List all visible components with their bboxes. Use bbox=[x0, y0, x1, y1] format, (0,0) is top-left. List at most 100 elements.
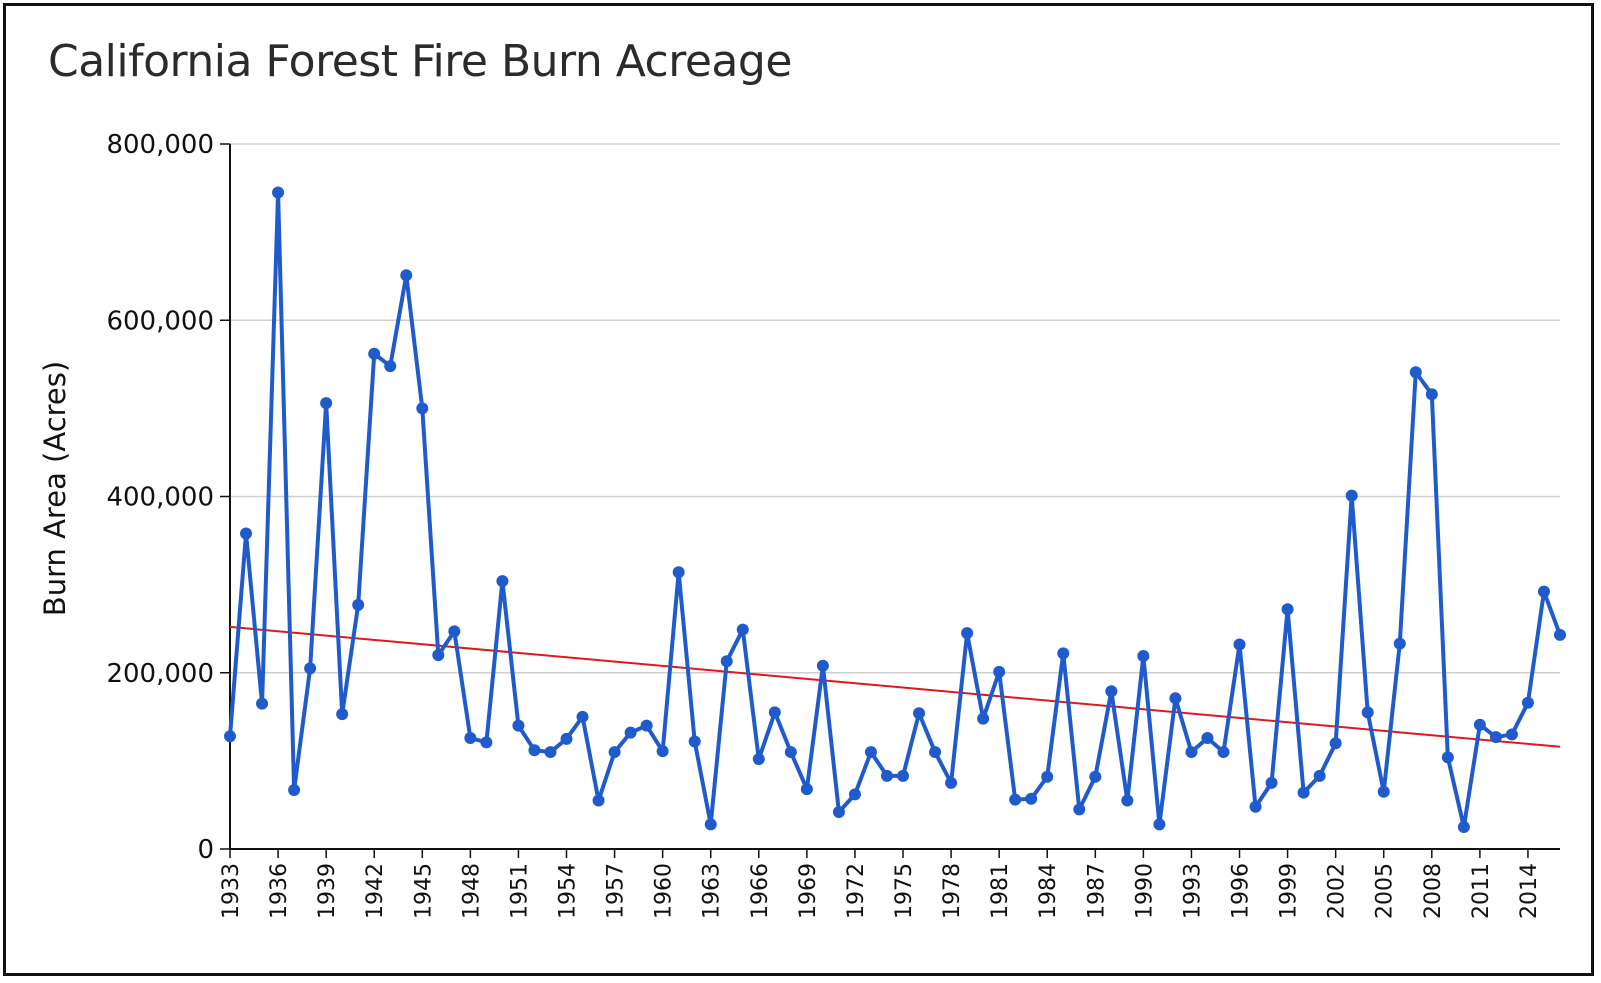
data-point bbox=[1201, 731, 1214, 744]
grid-lines bbox=[230, 143, 1560, 674]
data-point bbox=[1425, 388, 1438, 401]
x-tick-label: 1963 bbox=[700, 863, 725, 919]
data-point bbox=[1505, 728, 1518, 741]
data-point bbox=[1217, 746, 1230, 759]
x-tick-label: 2011 bbox=[1469, 863, 1494, 919]
data-point bbox=[224, 730, 236, 743]
data-point bbox=[288, 783, 301, 796]
x-tick-label: 1972 bbox=[844, 863, 869, 919]
data-point bbox=[1489, 731, 1502, 744]
x-tick-label: 1936 bbox=[267, 863, 292, 919]
x-tick-label: 1966 bbox=[748, 863, 773, 919]
data-point bbox=[977, 712, 990, 725]
y-tick-label: 800,000 bbox=[106, 130, 214, 160]
data-point bbox=[1554, 628, 1566, 641]
chart-title: California Forest Fire Burn Acreage bbox=[48, 36, 792, 87]
data-point bbox=[1073, 803, 1086, 816]
data-point bbox=[560, 732, 573, 745]
axis-labels: 0 200,000 400,000 600,000 800,000 1933 1936 193… bbox=[38, 130, 1542, 919]
data-point bbox=[1041, 770, 1054, 783]
data-point bbox=[1409, 366, 1422, 379]
data-point bbox=[1473, 718, 1486, 731]
x-tick-label: 1942 bbox=[363, 863, 388, 919]
y-tick-label: 400,000 bbox=[106, 483, 214, 513]
data-point bbox=[1089, 770, 1102, 783]
data-point bbox=[624, 726, 637, 739]
x-tick-label: 1981 bbox=[988, 863, 1013, 919]
data-point bbox=[832, 805, 845, 818]
data-point bbox=[304, 662, 317, 675]
data-point bbox=[256, 697, 269, 710]
data-point bbox=[1377, 785, 1390, 798]
x-tick-label: 2005 bbox=[1373, 863, 1398, 919]
data-point bbox=[752, 753, 765, 766]
data-point bbox=[945, 776, 958, 789]
x-tick-label: 1951 bbox=[507, 863, 532, 919]
data-point bbox=[913, 707, 926, 720]
data-point bbox=[240, 527, 253, 540]
data-point bbox=[688, 735, 701, 748]
data-point bbox=[800, 783, 813, 796]
x-tick-label: 1945 bbox=[411, 863, 436, 919]
data-point bbox=[1537, 585, 1550, 598]
data-point bbox=[1457, 820, 1470, 833]
data-point bbox=[352, 598, 365, 611]
x-tick-label: 1987 bbox=[1084, 863, 1109, 919]
data-point bbox=[897, 769, 910, 782]
data-point bbox=[1025, 792, 1038, 805]
data-point bbox=[929, 746, 942, 759]
data-point bbox=[592, 794, 605, 807]
data-point bbox=[1009, 793, 1022, 806]
data-point bbox=[993, 665, 1006, 678]
y-tick-label: 0 bbox=[197, 835, 214, 865]
data-point bbox=[464, 731, 477, 744]
x-tick-label: 1996 bbox=[1229, 863, 1254, 919]
data-point bbox=[1265, 776, 1278, 789]
data-point bbox=[736, 623, 749, 636]
data-point bbox=[656, 745, 669, 758]
data-point bbox=[480, 736, 493, 749]
data-point bbox=[720, 655, 733, 668]
data-point bbox=[496, 575, 509, 588]
data-point bbox=[448, 625, 461, 638]
x-tick-label: 2002 bbox=[1325, 863, 1350, 919]
data-point bbox=[400, 269, 413, 282]
data-series bbox=[224, 186, 1566, 833]
data-point bbox=[1313, 769, 1326, 782]
data-point bbox=[1153, 818, 1166, 831]
data-point bbox=[608, 746, 621, 759]
data-point bbox=[1521, 696, 1534, 709]
x-tick-label: 1990 bbox=[1132, 863, 1157, 919]
axes bbox=[220, 143, 1560, 858]
data-point bbox=[784, 746, 797, 759]
data-point bbox=[864, 746, 877, 759]
data-point bbox=[1057, 647, 1070, 660]
data-point bbox=[272, 186, 285, 199]
data-point bbox=[1169, 692, 1182, 705]
data-point bbox=[336, 708, 349, 721]
x-tick-label: 1975 bbox=[892, 863, 917, 919]
data-point bbox=[544, 746, 557, 759]
data-point bbox=[848, 788, 861, 801]
data-point bbox=[368, 347, 381, 360]
x-tick-label: 1948 bbox=[459, 863, 484, 919]
series-line bbox=[228, 190, 1562, 829]
data-point bbox=[512, 719, 525, 732]
data-point bbox=[576, 710, 589, 723]
y-axis-title: Burn Area (Acres) bbox=[38, 361, 72, 616]
trend-line-group bbox=[229, 625, 1561, 748]
x-tick-label: 1933 bbox=[219, 863, 244, 919]
x-tick-label: 2014 bbox=[1517, 863, 1542, 919]
x-tick-label: 1978 bbox=[940, 863, 965, 919]
data-point bbox=[1249, 800, 1262, 813]
x-tick-label: 2008 bbox=[1421, 863, 1446, 919]
data-point bbox=[1105, 685, 1118, 698]
x-tick-label: 1954 bbox=[556, 863, 581, 919]
x-tick-label: 1969 bbox=[796, 863, 821, 919]
data-point bbox=[384, 360, 397, 373]
x-tick-label: 1939 bbox=[315, 863, 340, 919]
data-point bbox=[416, 402, 429, 415]
data-point bbox=[1297, 786, 1310, 799]
data-point bbox=[672, 566, 685, 579]
